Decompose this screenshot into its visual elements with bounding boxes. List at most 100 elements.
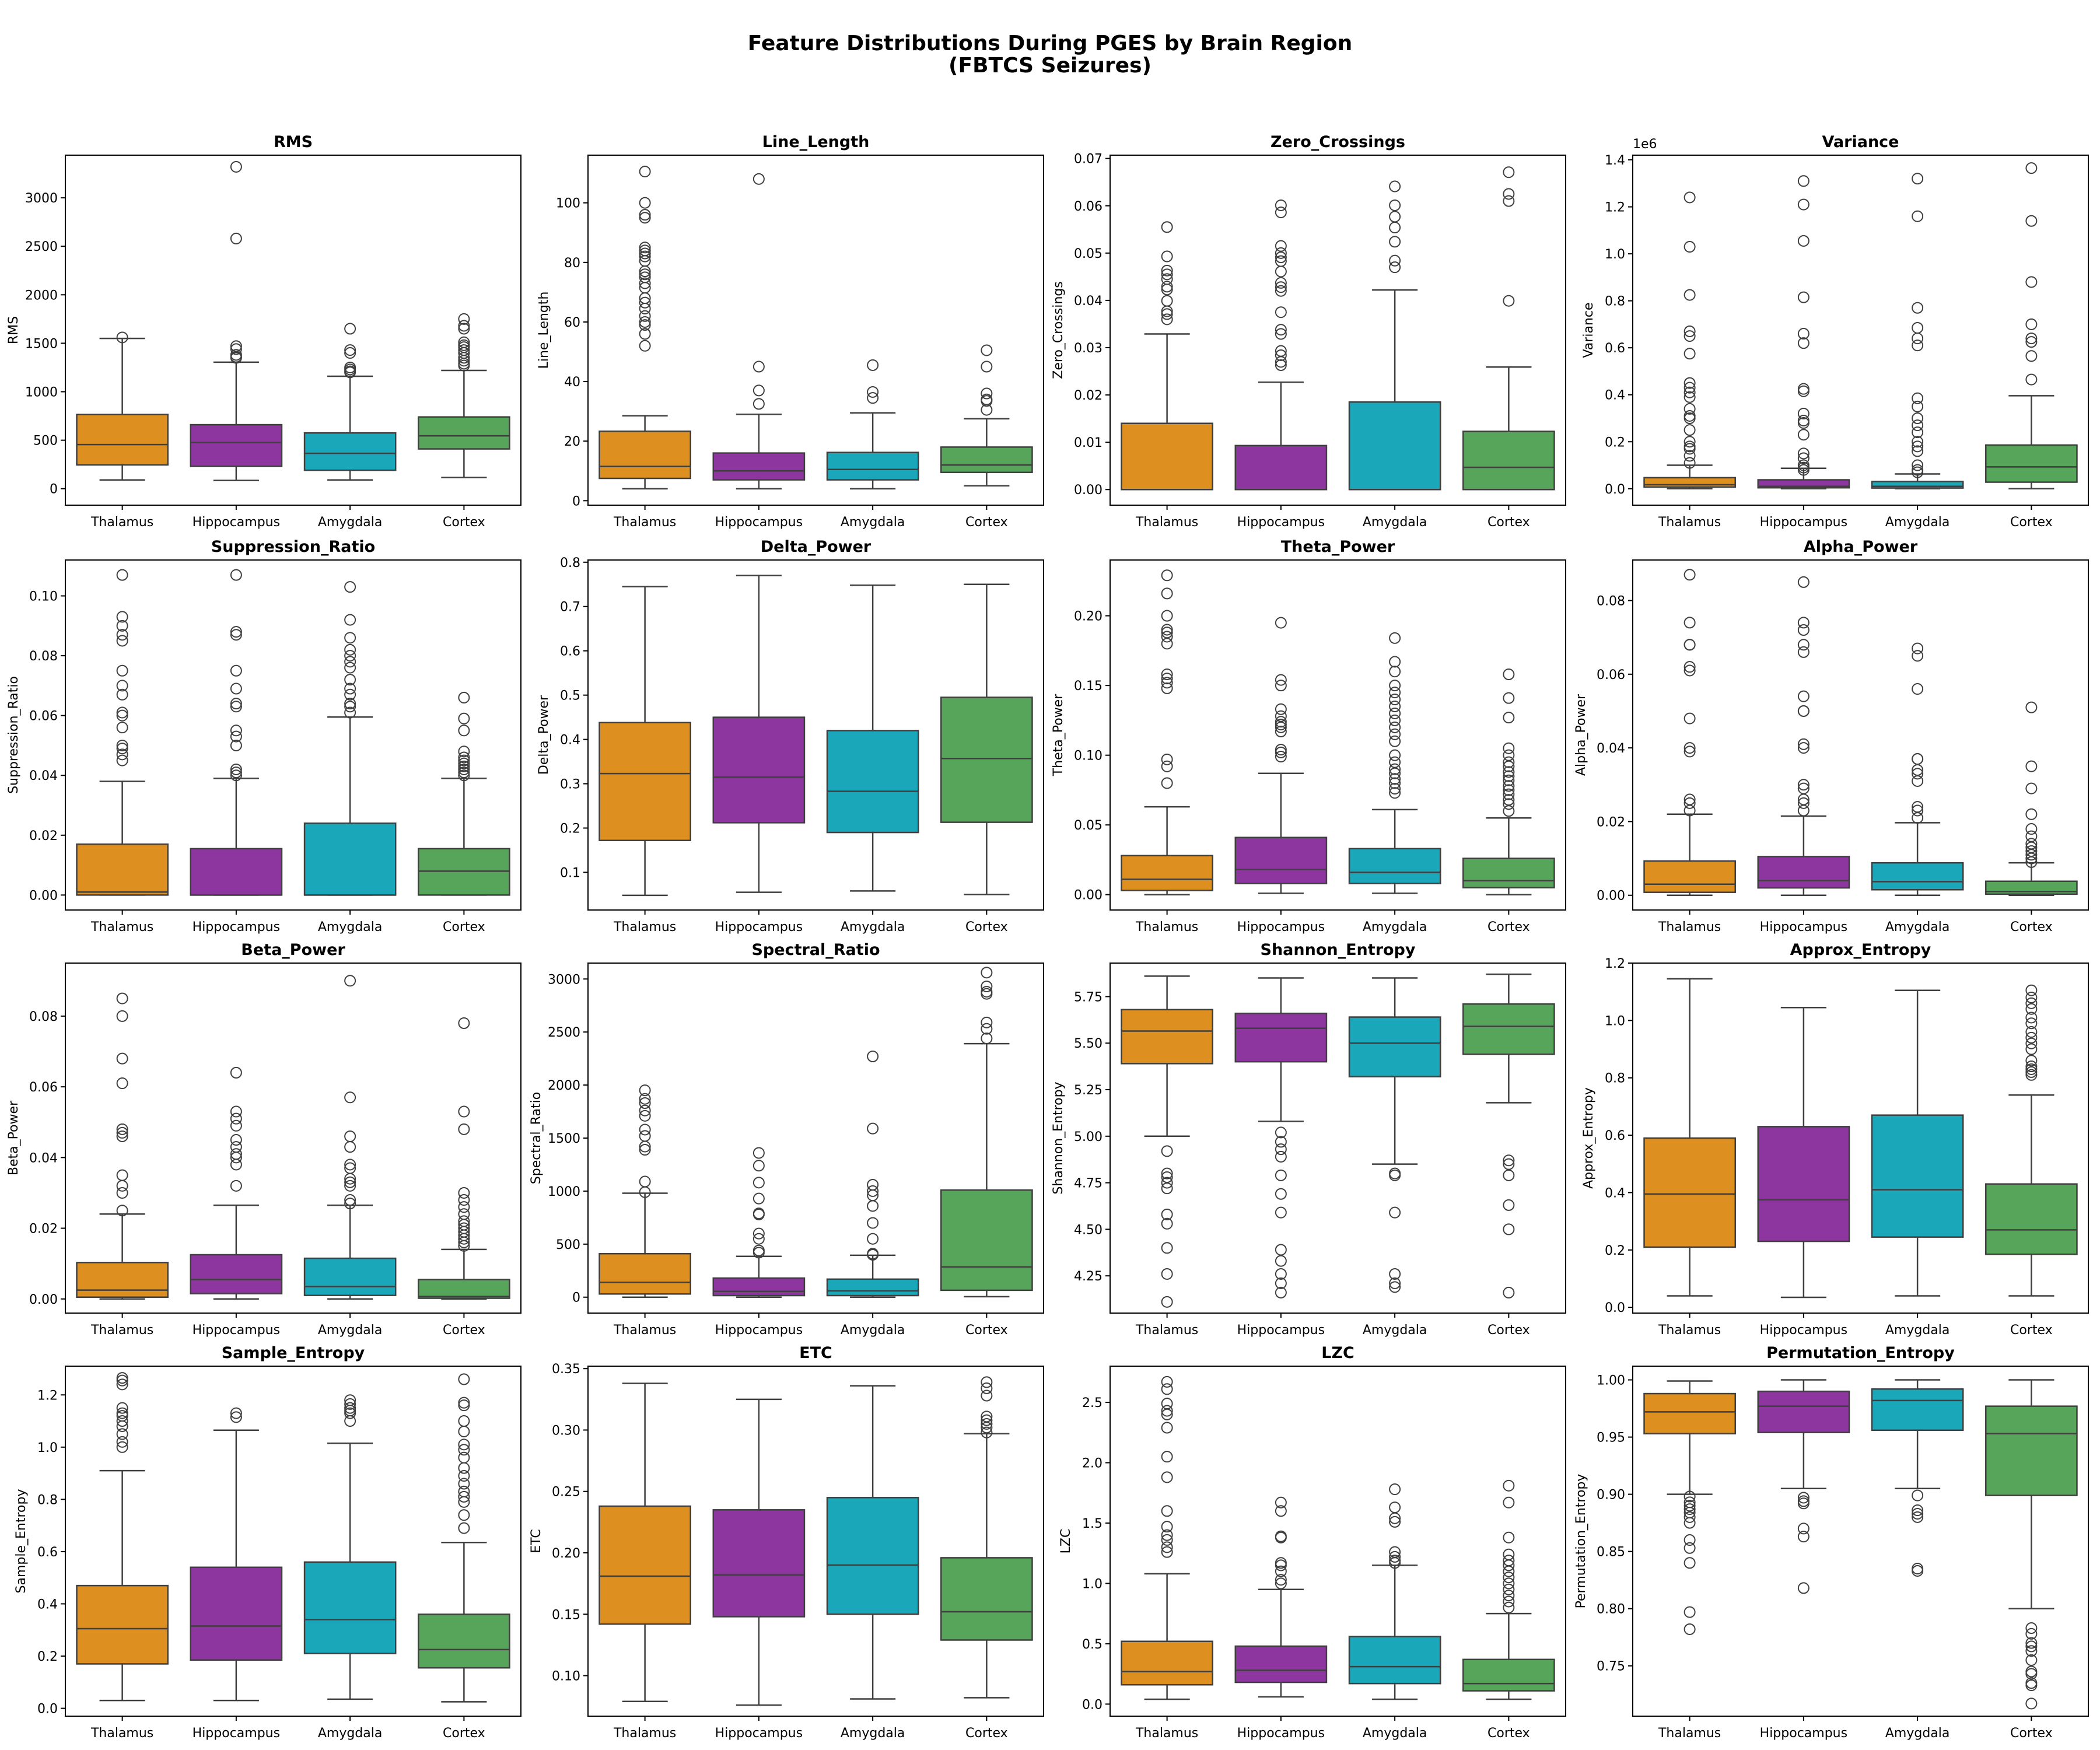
- y-tick-label: 0.10: [29, 590, 58, 604]
- iqr-box: [1757, 1126, 1850, 1242]
- x-tick-label: Hippocampus: [1760, 920, 1847, 935]
- y-axis-label: Sample_Entropy: [14, 1489, 29, 1594]
- outlier-point: [1912, 812, 1924, 824]
- outlier-point: [1503, 188, 1515, 200]
- outlier-point: [1797, 617, 1810, 629]
- axes-frame: [1110, 963, 1566, 1314]
- outlier-point: [752, 1160, 765, 1172]
- subplot-sample-entropy: Sample_Entropy 0.0 0.2 0.4 0.6 0.8 1.0 1.2 Sampl…: [14, 1344, 522, 1741]
- x-tick-label: Thalamus: [613, 515, 676, 530]
- outlier-point: [1912, 332, 1924, 345]
- outlier-point: [1275, 206, 1287, 219]
- outlier-point: [2025, 1066, 2038, 1078]
- outlier-point: [230, 664, 242, 677]
- box-thalamus: [598, 1382, 691, 1702]
- outlier-point: [458, 1509, 470, 1521]
- iqr-box: [76, 1262, 169, 1298]
- box-thalamus: [1121, 975, 1213, 1308]
- outlier-point: [230, 701, 242, 713]
- y-tick-label: 1000: [25, 386, 58, 400]
- outlier-point: [2025, 992, 2038, 1004]
- outlier-point: [1684, 410, 1696, 422]
- outlier-point: [344, 698, 356, 710]
- outlier-point: [344, 1158, 356, 1171]
- outlier-point: [1684, 326, 1696, 338]
- outlier-point: [1275, 276, 1287, 289]
- subplot-line-length: Line_Length 0 20 40 60 80 100 Line_Length Thalam…: [537, 133, 1044, 530]
- outlier-point: [1161, 1182, 1173, 1195]
- outlier-point: [458, 712, 470, 724]
- outlier-point: [1503, 742, 1515, 754]
- outlier-point: [1912, 1507, 1924, 1520]
- outlier-point: [2025, 1622, 2038, 1634]
- x-tick-label: Hippocampus: [192, 515, 280, 530]
- y-tick-label: 0.6: [560, 645, 580, 659]
- outlier-point: [1389, 700, 1401, 712]
- x-tick-label: Hippocampus: [1760, 1726, 1847, 1741]
- y-tick-label: 0.00: [29, 1293, 58, 1307]
- outlier-point: [1797, 235, 1810, 247]
- outlier-point: [1503, 1595, 1515, 1608]
- outlier-point: [1161, 777, 1173, 789]
- x-tick-label: Amygdala: [1363, 920, 1427, 935]
- outlier-point: [981, 1414, 993, 1426]
- y-tick-label: 0.0: [1082, 1698, 1102, 1712]
- outlier-point: [752, 1208, 765, 1220]
- x-tick-label: Amygdala: [841, 515, 905, 530]
- y-tick-label: 0.25: [552, 1485, 580, 1500]
- x-tick-label: Cortex: [443, 1323, 485, 1338]
- outlier-point: [981, 1376, 993, 1388]
- outlier-point: [116, 1123, 128, 1135]
- outlier-point: [639, 328, 651, 340]
- outlier-point: [1684, 664, 1696, 677]
- outlier-point: [116, 629, 128, 641]
- outlier-point: [639, 209, 651, 221]
- iqr-box: [1871, 481, 1964, 489]
- axes-frame: [587, 155, 1044, 506]
- y-tick-label: 2500: [25, 240, 58, 254]
- outlier-point: [1684, 1534, 1696, 1546]
- outlier-point: [867, 1185, 879, 1197]
- outlier-point: [2025, 1063, 2038, 1075]
- outlier-point: [1275, 1505, 1287, 1517]
- outlier-point: [116, 754, 128, 766]
- y-tick-label: 3000: [548, 972, 580, 987]
- outlier-point: [752, 1177, 765, 1189]
- box-cortex: [1462, 973, 1555, 1298]
- outlier-point: [1161, 281, 1173, 293]
- y-tick-label: 0.4: [1605, 388, 1625, 403]
- y-tick-label: 4.25: [1074, 1269, 1102, 1284]
- outlier-point: [1503, 1479, 1515, 1492]
- outlier-point: [1797, 464, 1810, 476]
- outlier-point: [1161, 631, 1173, 643]
- outlier-point: [1389, 694, 1401, 706]
- outlier-point: [458, 763, 470, 775]
- box-hippocampus: [1757, 1379, 1850, 1594]
- outlier-point: [2025, 162, 2038, 174]
- outlier-point: [1161, 1208, 1173, 1220]
- y-tick-label: 0.04: [29, 769, 58, 783]
- outlier-point: [1161, 308, 1173, 320]
- outlier-point: [230, 739, 242, 751]
- outlier-point: [1389, 749, 1401, 761]
- figure-title-line2: (FBTCS Seizures): [949, 54, 1152, 78]
- outlier-point: [458, 352, 470, 364]
- x-tick-label: Amygdala: [1363, 1726, 1427, 1741]
- y-tick-label: 0.2: [1605, 435, 1625, 450]
- outlier-point: [1275, 1143, 1287, 1156]
- x-tick-label: Hippocampus: [192, 1323, 280, 1338]
- y-tick-label: 5.25: [1074, 1083, 1102, 1098]
- iqr-box: [76, 414, 169, 466]
- box-amygdala: [1871, 173, 1964, 490]
- outlier-point: [344, 1415, 356, 1427]
- iqr-box: [1462, 430, 1555, 491]
- outlier-point: [1797, 779, 1810, 791]
- outlier-point: [1275, 674, 1287, 686]
- outlier-point: [1275, 746, 1287, 758]
- outlier-point: [2025, 852, 2038, 864]
- x-tick-label: Cortex: [1488, 1726, 1530, 1741]
- outlier-point: [981, 387, 993, 400]
- subplot-title: ETC: [799, 1344, 832, 1362]
- y-tick-label: 0.1: [560, 866, 580, 880]
- x-tick-label: Cortex: [2010, 515, 2053, 530]
